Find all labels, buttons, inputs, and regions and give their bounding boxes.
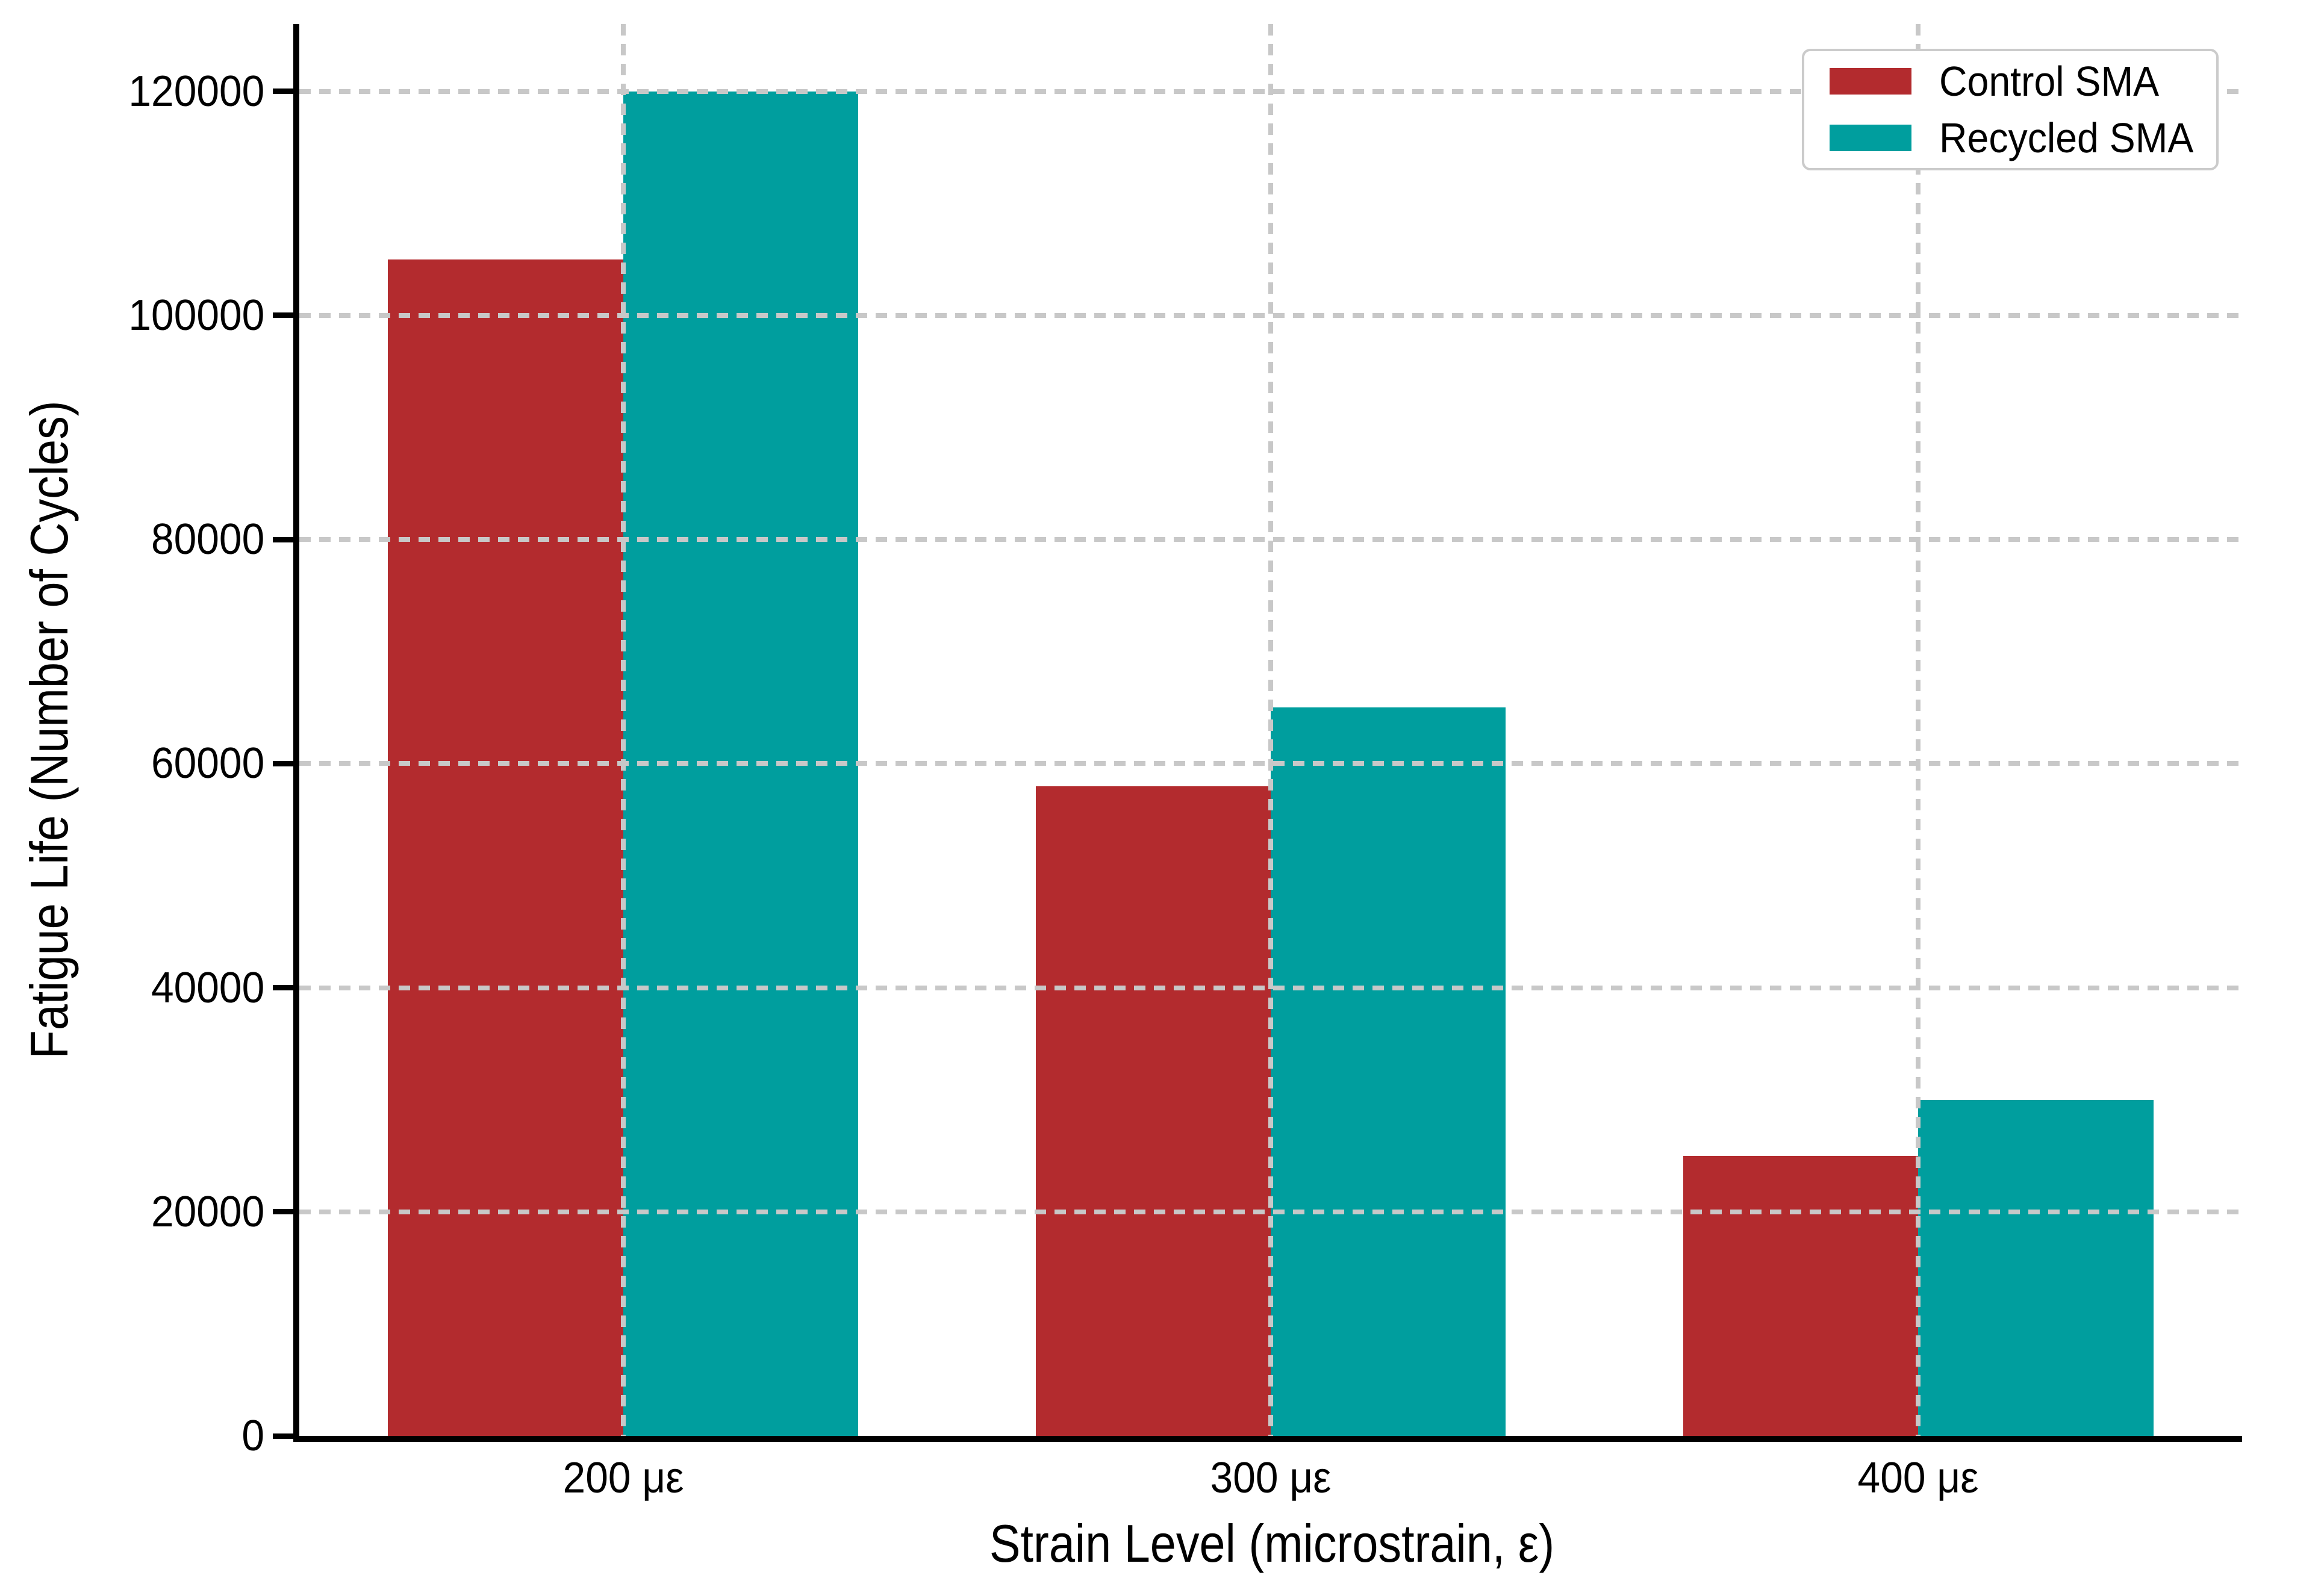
bar-control-sma-400με <box>1683 1155 1919 1436</box>
y-tick-label: 40000 <box>151 963 264 1012</box>
y-tick-label: 120000 <box>128 67 264 116</box>
x-tick-label: 200 με <box>562 1454 684 1502</box>
bar-recycled-sma-400με <box>1918 1099 2154 1436</box>
vertical-gridline <box>1916 24 1921 1436</box>
y-tick-label: 60000 <box>151 739 264 788</box>
y-axis-spine <box>293 24 299 1442</box>
x-tick-label: 400 με <box>1857 1454 1979 1502</box>
x-axis-title: Strain Level (microstrain, ε) <box>989 1514 1555 1573</box>
legend-label-control: Control SMA <box>1939 58 2160 105</box>
y-tick-mark <box>273 89 293 95</box>
bar-recycled-sma-300με <box>1271 707 1506 1436</box>
legend-swatch-control <box>1830 68 1911 95</box>
y-tick-label: 80000 <box>151 515 264 564</box>
bar-control-sma-200με <box>388 259 623 1436</box>
legend: Control SMA Recycled SMA <box>1802 49 2219 170</box>
vertical-gridline <box>1268 24 1273 1436</box>
y-tick-mark <box>273 760 293 766</box>
bar-control-sma-300με <box>1035 786 1271 1436</box>
y-tick-mark <box>273 985 293 991</box>
y-tick-mark <box>273 312 293 318</box>
plot-area: 0 20000 40000 60000 80000 100000 120000 200 με 3… <box>128 24 2242 1500</box>
y-tick-label: 20000 <box>151 1187 264 1236</box>
legend-item-control: Control SMA <box>1830 60 2191 102</box>
y-tick-mark <box>273 536 293 542</box>
x-tick-label: 300 με <box>1210 1454 1332 1502</box>
legend-swatch-recycled <box>1830 125 1911 151</box>
x-axis-spine <box>293 1436 2242 1442</box>
y-tick-label: 0 <box>241 1412 264 1460</box>
y-tick-mark <box>273 1433 293 1439</box>
legend-item-recycled: Recycled SMA <box>1830 114 2194 161</box>
vertical-gridline <box>620 24 626 1436</box>
y-tick-mark <box>273 1209 293 1215</box>
y-axis-title: Fatigue Life (Number of Cycles) <box>19 400 79 1059</box>
legend-label-recycled: Recycled SMA <box>1939 114 2194 161</box>
y-tick-label: 100000 <box>128 291 264 340</box>
